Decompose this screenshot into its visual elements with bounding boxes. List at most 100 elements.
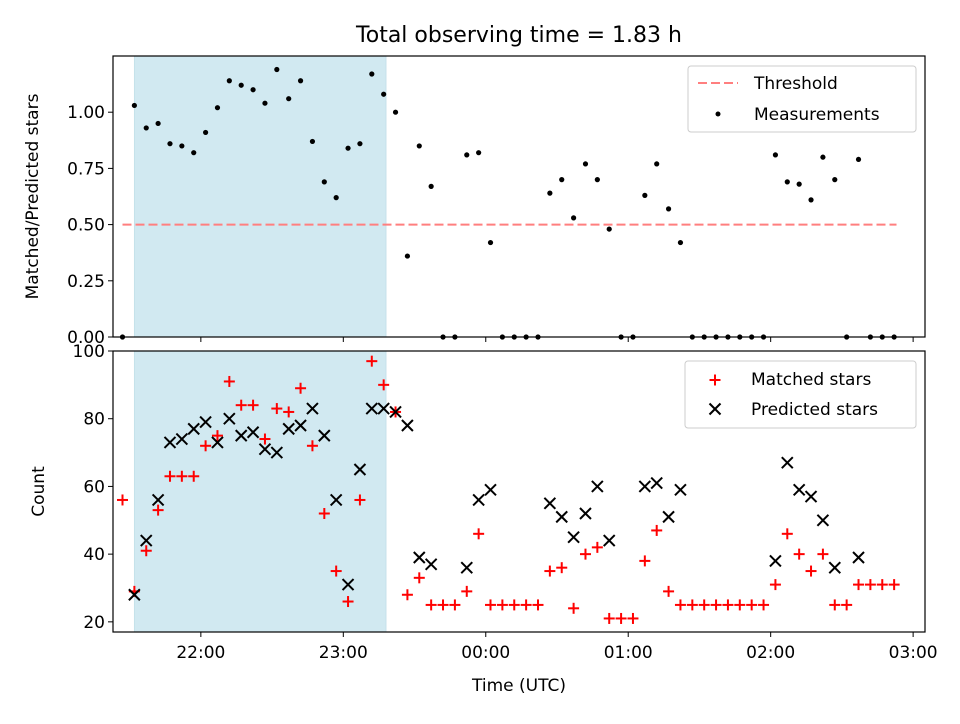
x-tick-label: 00:00 [461, 643, 510, 663]
measurement-point [582, 161, 589, 167]
matched-star-point [211, 430, 223, 442]
measurement-point [131, 102, 137, 109]
predicted-star-point [163, 436, 177, 449]
matched-star-point [615, 612, 627, 624]
measurement-point [677, 239, 684, 246]
measurement-point [464, 152, 470, 158]
y-tick-label: 20 [83, 613, 105, 633]
measurement-point [274, 66, 280, 73]
measurement-point [606, 226, 612, 232]
ratio-y-axis-ticks: 0.00 0.25 0.50 0.75 1.00 [67, 103, 113, 348]
measurement-point [772, 152, 779, 158]
matched-star-point [793, 548, 805, 560]
predicted-star-point [199, 415, 212, 429]
predicted-star-point [555, 510, 568, 524]
predicted-star-point [591, 480, 604, 493]
matched-star-point [413, 572, 425, 584]
y-tick-label: 100 [73, 342, 105, 362]
x-tick-label: 23:00 [319, 643, 368, 663]
measurement-point [796, 181, 802, 187]
matched-star-point [330, 565, 342, 577]
matched-star-point [342, 596, 354, 608]
matched-star-point [188, 470, 200, 482]
matched-star-point [579, 548, 591, 560]
measurement-point [238, 82, 244, 88]
predicted-star-point [781, 456, 794, 469]
matched-star-point [710, 599, 722, 611]
matched-star-point [663, 585, 675, 597]
measurement-point [155, 120, 161, 127]
matched-star-point [864, 579, 876, 591]
count-points [116, 355, 900, 624]
observing-window-shade [133, 350, 387, 633]
measurement-point [179, 143, 185, 149]
matched-star-point [746, 599, 758, 611]
measurement-point [808, 197, 814, 203]
ratio-plot-frame [112, 55, 926, 338]
measurement-point [369, 71, 375, 77]
matched-star-point [722, 599, 734, 611]
measurement-point [559, 177, 565, 183]
matched-star-point [686, 599, 698, 611]
measurement-point [333, 195, 339, 201]
observing-window-shade [133, 55, 387, 338]
measurement-point [832, 177, 838, 183]
predicted-star-point [674, 483, 687, 497]
y-tick-label: 0.50 [67, 216, 105, 236]
measurement-point [191, 150, 197, 156]
matched-star-point [449, 599, 461, 611]
measurement-point [665, 206, 672, 212]
legend-measurements-swatch [715, 111, 721, 117]
ratio-panel: 0.00 0.25 0.50 0.75 1.00 Matched/Predicted s… [23, 55, 926, 348]
matched-star-point [544, 565, 556, 577]
matched-star-point [853, 579, 865, 591]
predicted-star-point [128, 588, 141, 601]
predicted-star-point [816, 514, 830, 527]
matched-star-point [805, 565, 817, 577]
matched-star-point [235, 399, 247, 411]
measurement-point [345, 145, 351, 151]
matched-star-point [271, 403, 283, 415]
predicted-star-point [389, 405, 402, 419]
measurement-point [357, 141, 363, 147]
measurement-point [642, 192, 648, 198]
predicted-star-point [638, 480, 652, 493]
matched-star-point [378, 379, 390, 391]
matched-star-point [223, 375, 235, 387]
matched-star-point [473, 528, 485, 540]
measurement-point [571, 215, 577, 221]
matched-star-point [295, 382, 307, 394]
matched-star-point [461, 585, 473, 597]
predicted-star-point [151, 493, 165, 507]
matched-star-point [283, 406, 295, 418]
predicted-star-point [472, 493, 485, 507]
predicted-star-point [662, 510, 675, 524]
y-tick-label: 1.00 [67, 103, 105, 123]
count-y-axis-ticks: 20 40 60 80 100 [73, 342, 113, 633]
measurement-point [262, 100, 268, 106]
legend-predicted-swatch [708, 402, 722, 416]
ratio-legend-box [687, 65, 917, 133]
measurement-point [654, 161, 660, 167]
count-x-axis-ticks: 22:00 23:00 00:00 01:00 02:00 03:00 [176, 632, 938, 663]
matched-star-point [401, 589, 413, 601]
count-panel: 20 40 60 80 100 22:00 23:00 00:00 01:00 02:00 03:… [29, 342, 938, 696]
x-tick-label: 22:00 [176, 643, 225, 663]
measurement-point [286, 96, 292, 102]
ratio-legend: Threshold Measurements [687, 65, 917, 133]
legend-threshold-label: Threshold [753, 74, 838, 94]
count-legend-box [684, 360, 917, 429]
count-y-axis-label: Count [29, 466, 49, 517]
figure-title: Total observing time = 1.83 h [355, 23, 682, 48]
y-tick-label: 60 [83, 477, 105, 497]
count-plot-frame [112, 350, 926, 633]
ratio-x-axis-ticks [200, 337, 914, 342]
measurement-point [226, 78, 232, 84]
measurement-point [416, 143, 422, 149]
matched-star-point [769, 579, 781, 591]
matched-star-point [888, 579, 900, 591]
matched-star-point [698, 599, 710, 611]
matched-star-point [817, 548, 829, 560]
